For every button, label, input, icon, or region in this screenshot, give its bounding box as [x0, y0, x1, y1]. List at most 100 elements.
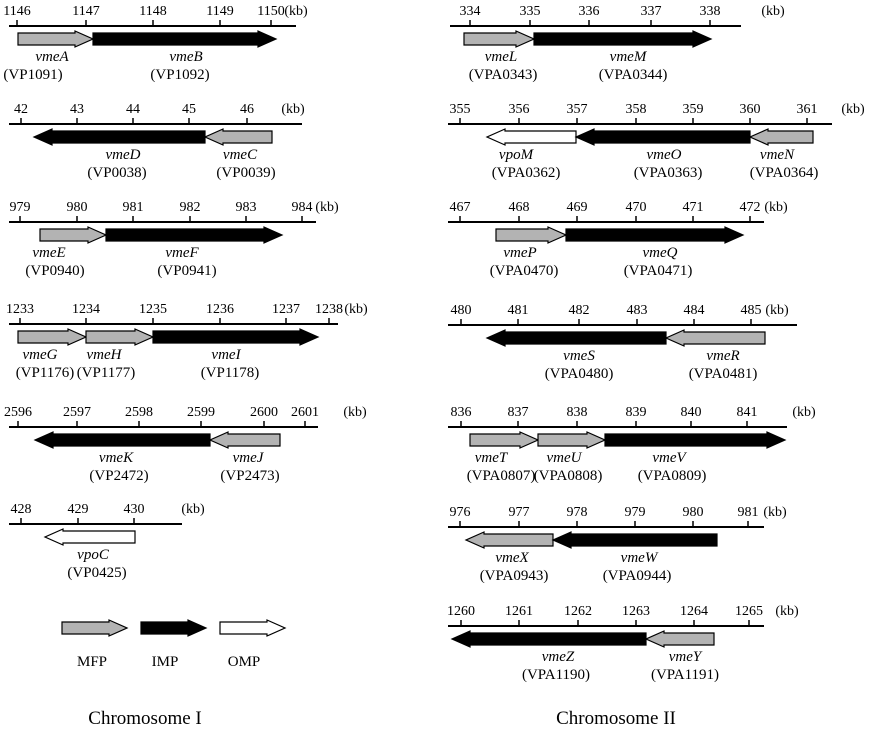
locus-tag-vmeN: (VPA0364): [750, 165, 819, 181]
locus-tag-vmeT: (VPA0807): [467, 468, 536, 484]
gene-arrow-vpoC: [43, 528, 136, 546]
locus-tag-vmeS: (VPA0480): [545, 366, 614, 382]
axis-unit-label: (kb): [763, 505, 787, 520]
gene-track-c1-vmeGHI: 1233 1234 1235 1236 1237 1238 (kb) vmeG (VP1176)…: [6, 302, 368, 381]
locus-tag-vmeP: (VPA0470): [490, 263, 559, 279]
gene-name-vmeH: vmeH: [87, 347, 123, 363]
gene-track-c1-vpoC: 428 429 430 (kb) vpoC (VP0425): [9, 502, 205, 581]
tick-label: 1233: [6, 302, 34, 317]
axis-unit-label: (kb): [792, 405, 816, 420]
gene-arrow-vmeX: [464, 531, 554, 549]
tick-label: 469: [567, 200, 588, 215]
gene-name-vmeU: vmeU: [547, 450, 583, 466]
gene-arrow-vmeJ: [208, 431, 281, 449]
tick-label: 837: [508, 405, 529, 420]
gene-arrow-vmeO: [574, 128, 751, 146]
tick-label: 1234: [72, 302, 100, 317]
tick-label: 1260: [447, 604, 475, 619]
gene-arrow-vmeH: [85, 328, 155, 346]
gene-name-vmeA: vmeA: [35, 49, 69, 65]
tick-label: 1148: [139, 4, 166, 19]
tick-label: 2601: [291, 405, 319, 420]
locus-tag-vmeD: (VP0038): [87, 165, 146, 181]
axis-unit-label: (kb): [775, 604, 799, 619]
gene-name-vmeQ: vmeQ: [643, 245, 678, 261]
locus-tag-vmeO: (VPA0363): [634, 165, 703, 181]
chromosome-ii-label: Chromosome II: [556, 708, 676, 729]
locus-tag-vmeR: (VPA0481): [689, 366, 758, 382]
tick-label: 485: [741, 303, 762, 318]
locus-tag-vmeA: (VP1091): [3, 67, 62, 83]
tick-label: 1147: [72, 4, 99, 19]
tick-label: 979: [10, 200, 31, 215]
axis-unit-label: (kb): [343, 405, 367, 420]
tick-label: 355: [450, 102, 471, 117]
gene-arrow-vmeU: [537, 431, 607, 449]
tick-label: 43: [70, 102, 84, 117]
locus-tag-vmeH: (VP1177): [77, 365, 136, 381]
tick-label: 1264: [680, 604, 708, 619]
tick-label: 480: [451, 303, 472, 318]
locus-tag-vmeF: (VP0941): [157, 263, 216, 279]
tick-label: 361: [797, 102, 818, 117]
tick-label: 980: [683, 505, 704, 520]
gene-name-vmeO: vmeO: [647, 147, 682, 163]
tick-label: 358: [626, 102, 647, 117]
axis-unit-label: (kb): [315, 200, 339, 215]
gene-name-vmeE: vmeE: [32, 245, 65, 261]
gene-name-vmeB: vmeB: [169, 49, 202, 65]
tick-label: 42: [14, 102, 28, 117]
gene-name-vmeC: vmeC: [223, 147, 258, 163]
gene-arrow-vmeQ: [565, 226, 745, 244]
gene-arrow-vmeY: [644, 630, 715, 648]
tick-label: 2599: [187, 405, 215, 420]
tick-label: 357: [567, 102, 588, 117]
legend-imp-arrow: [140, 619, 208, 637]
axis-unit-label: (kb): [344, 302, 368, 317]
tick-label: 976: [450, 505, 471, 520]
tick-label: 836: [451, 405, 472, 420]
gene-arrow-vmeG: [17, 328, 88, 346]
gene-track-c1-vmeAB: 1146 1147 1148 1149 1150 (kb) vmeA (VP1091) vmeB…: [3, 4, 308, 83]
locus-tag-vmeU: (VPA0808): [534, 468, 603, 484]
gene-arrow-vmeA: [17, 30, 95, 48]
tick-label: 1236: [206, 302, 234, 317]
tick-label: 467: [450, 200, 471, 215]
tick-label: 428: [11, 502, 32, 517]
gene-arrow-vmeF: [105, 226, 284, 244]
legend-omp-label: OMP: [228, 654, 261, 670]
axis-unit-label: (kb): [181, 502, 205, 517]
locus-tag-vmeM: (VPA0344): [599, 67, 668, 83]
tick-label: 1238: [315, 302, 343, 317]
tick-label: 336: [579, 4, 600, 19]
gene-track-c2-vmeRS: 480 481 482 483 484 485 (kb) vmeS (VPA0480) vmeR (…: [448, 303, 797, 382]
gene-arrow-vmeN: [748, 128, 814, 146]
tick-label: 429: [68, 502, 89, 517]
tick-label: 471: [683, 200, 704, 215]
gene-track-c1-vmeEF: 979 980 981 982 983 984 (kb) vmeE (VP0940) vmeF (V…: [9, 200, 339, 279]
tick-label: 430: [124, 502, 145, 517]
gene-arrow-vmeT: [469, 431, 540, 449]
tick-label: 44: [126, 102, 140, 117]
tick-label: 483: [627, 303, 648, 318]
tick-label: 2596: [4, 405, 32, 420]
tick-label: 984: [292, 200, 313, 215]
locus-tag-vmeJ: (VP2473): [220, 468, 279, 484]
tick-label: 1261: [505, 604, 533, 619]
gene-name-vmeP: vmeP: [503, 245, 536, 261]
gene-arrow-vmeS: [485, 329, 667, 347]
tick-label: 1265: [735, 604, 763, 619]
tick-label: 1237: [272, 302, 300, 317]
tick-label: 338: [700, 4, 721, 19]
gene-name-vmeR: vmeR: [706, 348, 739, 364]
locus-tag-vmeQ: (VPA0471): [624, 263, 693, 279]
gene-name-vmeX: vmeX: [495, 550, 529, 566]
tick-label: 978: [567, 505, 588, 520]
tick-label: 1262: [564, 604, 592, 619]
tick-label: 484: [684, 303, 705, 318]
locus-tag-vmeZ: (VPA1190): [522, 667, 590, 683]
locus-tag-vmeG: (VP1176): [16, 365, 75, 381]
axis-unit-label: (kb): [764, 200, 788, 215]
gene-name-vmeT: vmeT: [475, 450, 509, 466]
